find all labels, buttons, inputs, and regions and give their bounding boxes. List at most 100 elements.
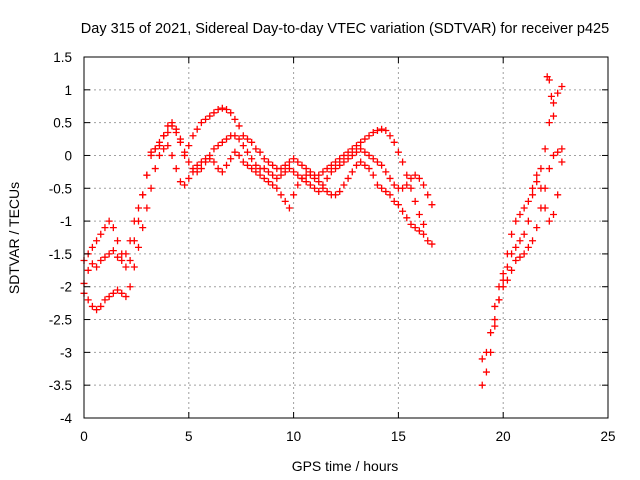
data-point — [97, 256, 105, 264]
data-point — [101, 253, 109, 261]
data-point — [214, 106, 222, 114]
data-point — [256, 171, 264, 179]
y-tick-label: 1 — [64, 83, 72, 98]
series-track-d — [478, 83, 566, 389]
data-point — [407, 184, 415, 192]
data-point — [126, 283, 134, 291]
data-point — [369, 155, 377, 163]
data-point — [399, 207, 407, 215]
data-point — [134, 217, 142, 225]
data-point — [206, 112, 214, 120]
data-point — [155, 138, 163, 146]
data-point — [554, 148, 562, 156]
data-point — [482, 368, 490, 376]
data-point — [420, 181, 428, 189]
data-point — [340, 158, 348, 166]
series-track-e — [478, 158, 566, 363]
data-point — [269, 181, 277, 189]
data-point — [239, 142, 247, 150]
data-point — [264, 168, 272, 176]
data-point — [281, 197, 289, 205]
chart-title: Day 315 of 2021, Sidereal Day-to-day VTE… — [81, 21, 609, 37]
data-point — [327, 161, 335, 169]
data-point — [361, 148, 369, 156]
y-tick-label: -3 — [60, 345, 72, 360]
data-point — [160, 145, 168, 153]
data-point — [529, 191, 537, 199]
y-tick-label: 0 — [64, 148, 72, 163]
data-point — [533, 224, 541, 232]
data-point — [399, 184, 407, 192]
data-point — [545, 76, 553, 84]
data-point — [415, 174, 423, 182]
data-point — [155, 151, 163, 159]
y-tick-label: 1.5 — [53, 50, 72, 65]
data-point — [197, 165, 205, 173]
data-point — [386, 191, 394, 199]
data-point — [378, 125, 386, 133]
data-point — [390, 181, 398, 189]
data-point — [239, 132, 247, 140]
data-point — [403, 214, 411, 222]
data-point — [214, 142, 222, 150]
data-point — [390, 138, 398, 146]
data-point — [269, 171, 277, 179]
data-point — [302, 178, 310, 186]
data-point — [344, 155, 352, 163]
y-tick-label: -0.5 — [49, 181, 72, 196]
data-point — [294, 181, 302, 189]
data-point — [306, 171, 314, 179]
x-tick-label: 25 — [600, 429, 615, 444]
data-point — [298, 161, 306, 169]
data-point — [361, 161, 369, 169]
data-point — [323, 188, 331, 196]
data-point — [223, 161, 231, 169]
data-point — [164, 142, 172, 150]
data-point — [394, 148, 402, 156]
data-point — [336, 188, 344, 196]
data-point — [545, 165, 553, 173]
data-point — [411, 197, 419, 205]
data-point — [529, 237, 537, 245]
data-point — [101, 296, 109, 304]
data-point — [285, 204, 293, 212]
data-point — [181, 181, 189, 189]
data-point — [373, 158, 381, 166]
data-point — [516, 253, 524, 261]
data-point — [290, 155, 298, 163]
data-point — [311, 174, 319, 182]
data-point — [554, 89, 562, 97]
data-point — [248, 165, 256, 173]
data-point — [210, 145, 218, 153]
data-point — [327, 168, 335, 176]
data-point — [243, 148, 251, 156]
y-tick-label: 0.5 — [53, 116, 72, 131]
data-point — [210, 158, 218, 166]
data-point — [227, 109, 235, 117]
data-point — [176, 178, 184, 186]
data-point — [323, 165, 331, 173]
data-point — [231, 115, 239, 123]
data-point — [365, 151, 373, 159]
data-point — [168, 122, 176, 130]
data-point — [315, 171, 323, 179]
data-point — [109, 289, 117, 297]
data-point — [352, 161, 360, 169]
points-layer — [80, 73, 566, 389]
data-point — [520, 204, 528, 212]
data-point — [118, 256, 126, 264]
data-point — [373, 127, 381, 135]
data-point — [193, 161, 201, 169]
data-point — [336, 155, 344, 163]
data-point — [428, 240, 436, 248]
data-point — [407, 174, 415, 182]
data-point — [348, 151, 356, 159]
data-point — [537, 204, 545, 212]
data-point — [428, 201, 436, 209]
data-point — [214, 165, 222, 173]
data-point — [378, 161, 386, 169]
data-point — [541, 184, 549, 192]
data-point — [88, 260, 96, 268]
data-point — [118, 250, 126, 258]
